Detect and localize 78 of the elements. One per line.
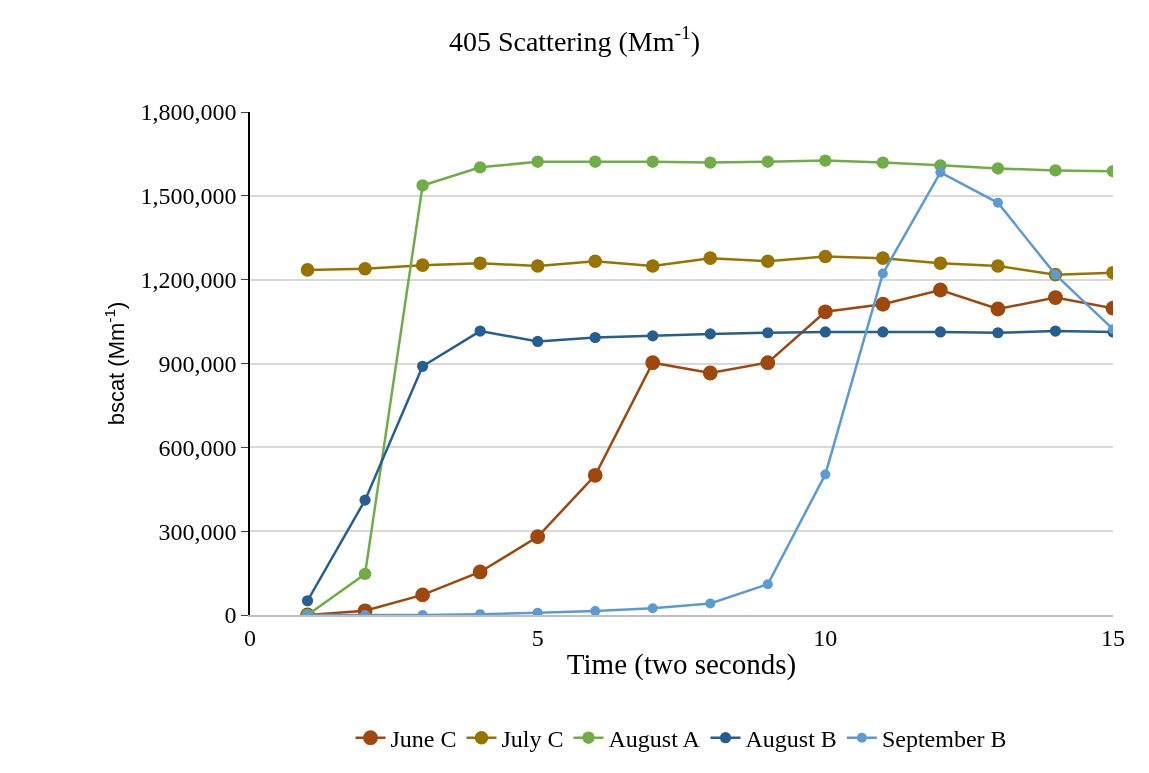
legend-label: August A [608, 726, 701, 753]
legend-label: September B [881, 726, 1007, 753]
point [877, 326, 889, 338]
y-tick-label: 0 [224, 602, 237, 629]
point [588, 254, 602, 269]
x-tick-label: 10 [813, 624, 838, 651]
x-axis-title: Time (two seconds) [566, 647, 797, 681]
point [532, 335, 544, 348]
point [589, 155, 602, 168]
y-tick-label: 600,000 [158, 434, 237, 461]
point [990, 301, 1006, 317]
point [647, 603, 658, 614]
point [416, 179, 429, 192]
point [933, 256, 948, 270]
point [590, 606, 601, 615]
point [933, 282, 948, 298]
x-tick-label: 15 [1101, 624, 1125, 651]
point [704, 328, 716, 340]
y-tick-label: 1,800,000 [140, 99, 237, 126]
point [472, 564, 488, 580]
point [530, 529, 546, 545]
point [358, 567, 372, 581]
point [645, 355, 661, 371]
point [761, 155, 774, 168]
point [992, 197, 1003, 208]
point [876, 156, 890, 169]
point [703, 251, 718, 265]
point [875, 296, 891, 312]
point [473, 256, 487, 270]
legend-label: August B [745, 726, 837, 753]
legend-label: June C [390, 726, 457, 753]
point [532, 607, 543, 615]
point [934, 326, 946, 338]
point [645, 259, 660, 273]
point [760, 355, 776, 371]
point [301, 595, 314, 607]
point [935, 167, 946, 178]
point [762, 579, 773, 590]
point [820, 469, 831, 480]
point [1049, 325, 1062, 337]
point [1048, 290, 1063, 305]
point [647, 330, 659, 342]
point [415, 587, 430, 603]
point [817, 304, 833, 320]
point [474, 325, 486, 337]
point [761, 254, 775, 269]
point [589, 331, 601, 344]
point [702, 365, 718, 381]
point [991, 162, 1005, 175]
point [877, 268, 888, 279]
y-tick-label: 900,000 [158, 350, 237, 377]
point [415, 258, 430, 272]
point [358, 261, 372, 276]
point [530, 259, 545, 273]
point [646, 155, 659, 168]
legend-label: July C [501, 726, 564, 753]
point [531, 155, 544, 168]
chart-title: 405 Scattering (Mm$^{-1}$) [448, 21, 701, 57]
point [819, 154, 832, 167]
point [762, 327, 774, 339]
point [992, 327, 1004, 339]
point [991, 259, 1005, 273]
x-tick-label: 0 [244, 624, 256, 651]
point [876, 251, 890, 265]
y-tick-label: 1,500,000 [140, 183, 237, 210]
point [1049, 164, 1062, 177]
x-tick-label: 5 [531, 624, 544, 651]
point [704, 156, 717, 169]
point [587, 467, 603, 483]
point [705, 598, 716, 609]
point [819, 326, 831, 338]
point [818, 249, 833, 264]
y-tick-label: 300,000 [158, 518, 237, 545]
point [300, 263, 315, 277]
point [417, 360, 429, 372]
point [473, 161, 487, 174]
y-tick-label: 1,200,000 [140, 267, 237, 294]
point [359, 494, 371, 506]
